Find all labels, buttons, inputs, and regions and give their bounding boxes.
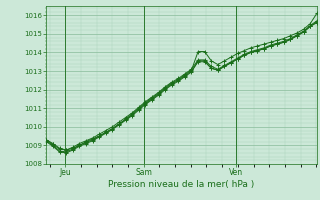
X-axis label: Pression niveau de la mer( hPa ): Pression niveau de la mer( hPa )	[108, 180, 255, 189]
